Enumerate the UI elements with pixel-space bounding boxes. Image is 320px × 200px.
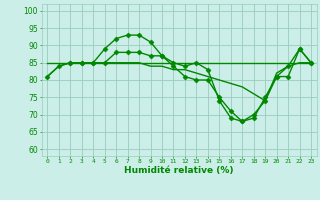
X-axis label: Humidité relative (%): Humidité relative (%) — [124, 166, 234, 175]
